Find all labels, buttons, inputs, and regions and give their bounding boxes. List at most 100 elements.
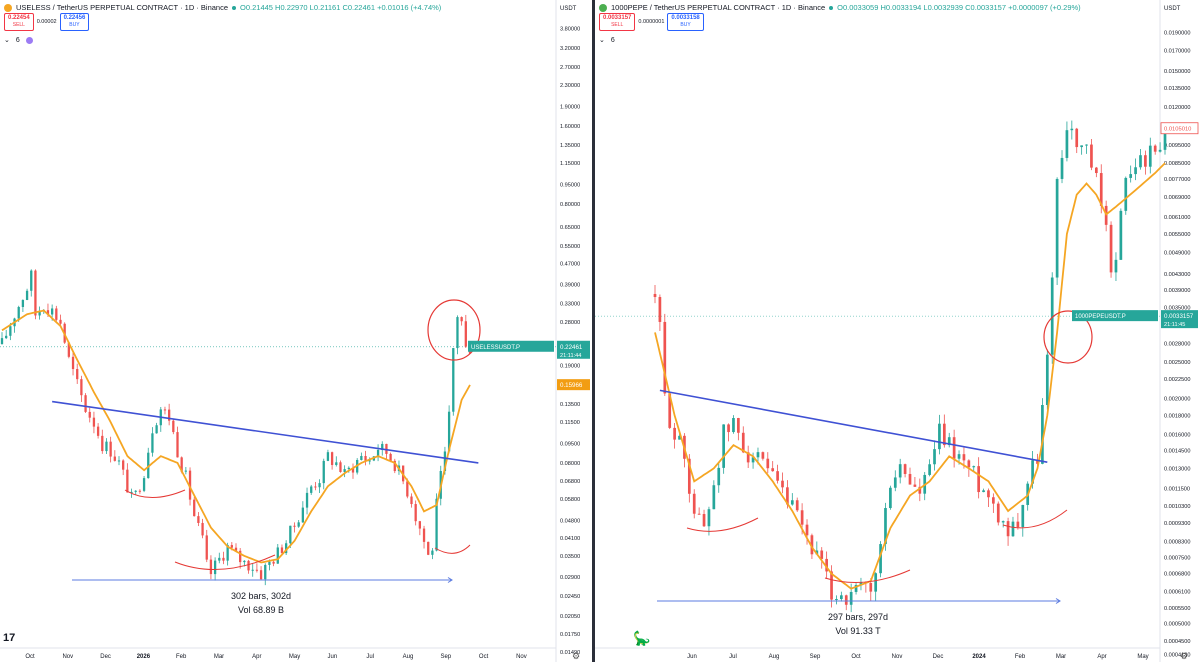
right-chart-panel[interactable]: USDT 0.0190000 0.0170000 0.0150000 0.0135000… bbox=[595, 0, 1200, 662]
sell-button[interactable]: 0.0033157 SELL bbox=[599, 13, 636, 31]
y-tick-label: 0.13500 bbox=[560, 402, 580, 408]
y-tick-label: 0.0011500 bbox=[1164, 486, 1190, 492]
current-price-tag bbox=[1161, 310, 1198, 329]
y-tick-label: 0.65000 bbox=[560, 225, 580, 231]
candle-body bbox=[1139, 155, 1142, 168]
candle-body bbox=[280, 547, 284, 554]
candle-body bbox=[697, 513, 701, 515]
current-price-tag bbox=[557, 340, 590, 359]
y-tick-label: 0.0028000 bbox=[1164, 342, 1190, 348]
symbol-title[interactable]: 1000PEPE / TetherUS PERPETUAL CONTRACT ·… bbox=[611, 3, 826, 12]
high-price-value: 0.0105010 bbox=[1164, 127, 1191, 133]
x-tick-label: Jun bbox=[328, 654, 338, 660]
symbol-logo-icon bbox=[599, 3, 607, 12]
y-tick-label: 1.60000 bbox=[560, 124, 580, 130]
buy-button[interactable]: 0.22456 BUY bbox=[59, 13, 90, 31]
y-tick-label: 0.0085000 bbox=[1164, 161, 1190, 167]
chevron-down-icon[interactable]: ⌄ bbox=[599, 37, 605, 44]
trendline bbox=[659, 389, 1048, 463]
candle-body bbox=[264, 564, 267, 580]
y-tick-label: 0.0039000 bbox=[1164, 288, 1190, 294]
x-tick-label: Feb bbox=[1015, 654, 1026, 660]
candle-body bbox=[25, 290, 29, 300]
candle-body bbox=[982, 490, 985, 493]
useless-chart[interactable]: USDT 3.80000 3.20000 2.70000 2.30000 1.90000 1… bbox=[0, 0, 592, 662]
candle-body bbox=[230, 545, 233, 548]
candle-body bbox=[427, 541, 430, 555]
candle-body bbox=[9, 326, 12, 336]
candle-body bbox=[947, 437, 951, 446]
candle-body bbox=[113, 456, 116, 461]
candle-body bbox=[134, 490, 137, 492]
candle-body bbox=[268, 561, 271, 565]
candle-body bbox=[1001, 521, 1005, 523]
candle-body bbox=[918, 486, 922, 494]
currency-label: USDT bbox=[1164, 6, 1181, 12]
x-tick-label: Feb bbox=[176, 654, 187, 660]
y-tick-label: 0.0135000 bbox=[1164, 86, 1190, 92]
candle-body bbox=[810, 535, 814, 555]
candle-body bbox=[431, 550, 434, 555]
candle-body bbox=[447, 411, 451, 452]
pepe-chart[interactable]: USDT 0.0190000 0.0170000 0.0150000 0.0135000… bbox=[595, 0, 1200, 662]
panel-divider[interactable] bbox=[592, 0, 595, 662]
x-tick-label: Nov bbox=[516, 654, 527, 660]
y-tick-label: 0.95000 bbox=[560, 183, 580, 189]
candle-body bbox=[259, 570, 263, 580]
candle-body bbox=[663, 321, 667, 394]
candle-body bbox=[201, 522, 204, 536]
y-tick-label: 0.0020000 bbox=[1164, 396, 1190, 402]
y-tick-label: 0.01750 bbox=[560, 632, 580, 638]
candle-body bbox=[977, 466, 981, 493]
candle-body bbox=[50, 308, 54, 315]
buy-label: BUY bbox=[680, 22, 691, 28]
candle-body bbox=[368, 460, 371, 462]
buy-button[interactable]: 0.0033158 BUY bbox=[667, 13, 704, 31]
candle-body bbox=[903, 464, 907, 474]
candle-body bbox=[289, 525, 292, 544]
candle-body bbox=[1158, 149, 1162, 152]
y-tick-label: 0.80000 bbox=[560, 202, 580, 208]
candle-body bbox=[147, 452, 150, 479]
candle-body bbox=[1070, 128, 1074, 131]
candle-body bbox=[414, 504, 417, 522]
symbol-title[interactable]: USELESS / TetherUS PERPETUAL CONTRACT · … bbox=[16, 3, 229, 12]
candle-body bbox=[1085, 144, 1088, 146]
indicator-count[interactable]: 6 bbox=[610, 36, 615, 44]
x-tick-label: Aug bbox=[769, 654, 780, 660]
candle-body bbox=[105, 441, 108, 452]
candle-body bbox=[389, 453, 392, 461]
y-tick-label: 1.35000 bbox=[560, 143, 580, 149]
candle-body bbox=[109, 441, 112, 457]
x-tick-label: Jul bbox=[366, 654, 374, 660]
candle-body bbox=[835, 599, 838, 601]
candle-body bbox=[142, 478, 146, 491]
candle-body bbox=[1099, 173, 1103, 206]
drawn-highlight-circle bbox=[427, 299, 481, 361]
tradingview-logo-icon[interactable]: 17 bbox=[3, 632, 16, 644]
indicator-icon[interactable] bbox=[25, 36, 33, 44]
candle-body bbox=[820, 550, 824, 559]
chevron-down-icon[interactable]: ⌄ bbox=[4, 37, 10, 44]
left-chart-panel[interactable]: USDT 3.80000 3.20000 2.70000 2.30000 1.90000 1… bbox=[0, 0, 592, 662]
candle-body bbox=[17, 306, 20, 319]
candle-body bbox=[5, 335, 8, 339]
candle-body bbox=[658, 297, 662, 322]
candle-body bbox=[456, 317, 459, 349]
y-tick-label: 0.28000 bbox=[560, 320, 580, 326]
candle-body bbox=[874, 573, 878, 592]
countdown-value: 21:11:44 bbox=[560, 353, 581, 359]
candle-body bbox=[452, 348, 455, 412]
y-tick-label: 0.0009300 bbox=[1164, 521, 1190, 527]
candle-body bbox=[967, 460, 971, 468]
x-tick-label: Jul bbox=[729, 654, 737, 660]
candle-body bbox=[180, 457, 183, 472]
candle-body bbox=[117, 460, 121, 462]
currency-label: USDT bbox=[560, 6, 577, 12]
candle-body bbox=[898, 464, 902, 478]
indicator-count[interactable]: 6 bbox=[15, 36, 20, 44]
x-tick-label: Dec bbox=[100, 654, 111, 660]
y-tick-label: 0.0190000 bbox=[1164, 30, 1190, 36]
sell-button[interactable]: 0.22454 SELL bbox=[4, 13, 34, 31]
candle-body bbox=[406, 481, 409, 497]
